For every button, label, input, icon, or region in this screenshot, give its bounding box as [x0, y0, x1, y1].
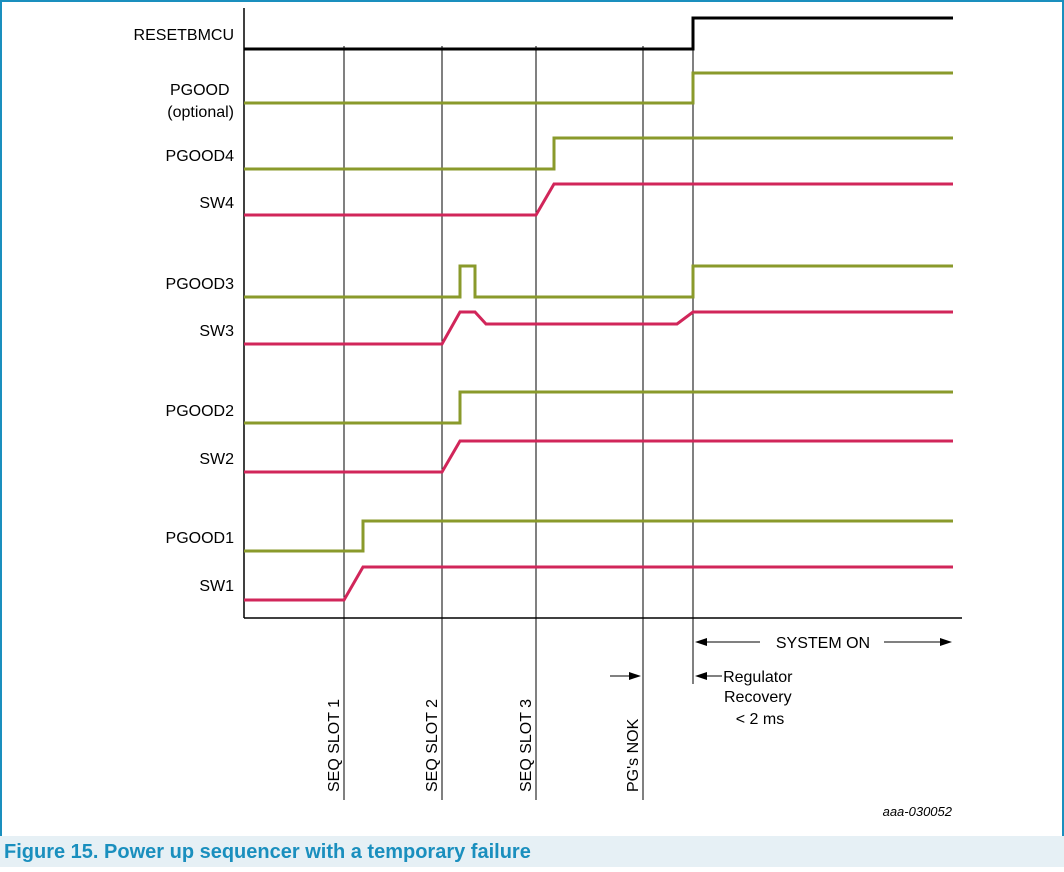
signal-label-line: RESETBMCU [134, 27, 234, 44]
figure-id: aaa-030052 [883, 804, 953, 819]
signal-label-sw1: SW1 [199, 578, 234, 595]
recovery-label-line: < 2 ms [736, 711, 784, 728]
arrow-left-icon [695, 672, 707, 680]
signal-label-sw2: SW2 [199, 451, 234, 468]
waveform-sw3 [244, 310, 953, 346]
signal-label-line: PGOOD2 [166, 403, 235, 420]
signal-label-line: (optional) [167, 104, 234, 121]
signal-label-pgood4: PGOOD4 [166, 148, 235, 165]
signal-label-line: PGOOD4 [166, 148, 235, 165]
recovery-label-line: Recovery [724, 689, 792, 706]
signal-label-line: SW2 [199, 451, 234, 468]
waveform-pgood4 [244, 136, 953, 171]
marker-label-seq-slot-2: SEQ SLOT 2 [424, 699, 441, 792]
signal-label-line: PGOOD3 [166, 276, 235, 293]
waveform-pgood3 [244, 264, 953, 299]
regulator-recovery-label: Regulator Recovery < 2 ms [723, 669, 797, 728]
waveform-sw1 [244, 565, 953, 602]
caption-bar: Figure 15. Power up sequencer with a tem… [0, 836, 1064, 867]
signal-label-sw4: SW4 [199, 195, 234, 212]
marker-label-seq-slot-1: SEQ SLOT 1 [326, 699, 343, 792]
waveform-pgood2 [244, 390, 953, 425]
signal-label-pgood3: PGOOD3 [166, 276, 235, 293]
waveform-sw2 [244, 439, 953, 474]
recovery-label-line: Regulator [723, 669, 793, 686]
marker-label-pgs-nok: PG's NOK [625, 718, 642, 792]
arrow-right-icon [940, 638, 952, 646]
signal-label-pgood: PGOOD (optional) [167, 82, 234, 121]
signal-label-pgood1: PGOOD1 [166, 530, 235, 547]
waveform-pgood1 [244, 519, 953, 553]
system-on-label: SYSTEM ON [776, 635, 870, 652]
figure-caption: Figure 15. Power up sequencer with a tem… [4, 841, 531, 863]
arrow-right-icon [629, 672, 641, 680]
signal-label-resetbmcu: RESETBMCU [134, 27, 234, 44]
waveform-sw4 [244, 182, 953, 217]
signal-label-sw3: SW3 [199, 323, 234, 340]
waveform-resetbmcu [244, 16, 953, 51]
marker-label-seq-slot-3: SEQ SLOT 3 [518, 699, 535, 792]
signal-label-line: SW4 [199, 195, 234, 212]
signal-label-line: PGOOD [170, 82, 230, 99]
signal-label-line: SW3 [199, 323, 234, 340]
waveform-pgood [244, 71, 953, 105]
signal-label-line: SW1 [199, 578, 234, 595]
signal-label-pgood2: PGOOD2 [166, 403, 235, 420]
signal-label-line: PGOOD1 [166, 530, 235, 547]
arrow-left-icon [695, 638, 707, 646]
